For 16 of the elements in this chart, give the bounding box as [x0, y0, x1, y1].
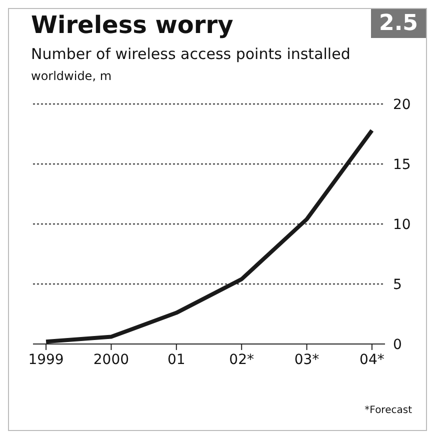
x-tick-label: 02*: [229, 352, 254, 368]
y-axis-title: worldwide, m: [31, 69, 112, 83]
y-tick-label: 10: [393, 216, 411, 233]
chart-subtitle: Number of wireless access points installed: [31, 45, 350, 63]
x-tick-label: 1999: [28, 352, 64, 368]
text: 2.5: [371, 9, 426, 38]
x-tick-label: 03*: [294, 352, 320, 368]
x-tick-label: 04*: [360, 352, 384, 368]
y-tick-label: 15: [393, 156, 411, 173]
chart-title: Wireless worry: [31, 11, 234, 39]
text: *Forecast: [364, 405, 412, 416]
y-tick-label: 20: [393, 96, 411, 113]
y-tick-label: 0: [393, 336, 402, 353]
y-tick-label: 5: [393, 276, 402, 293]
x-tick-label: 01: [167, 352, 186, 368]
x-tick-label: 2000: [93, 352, 130, 368]
